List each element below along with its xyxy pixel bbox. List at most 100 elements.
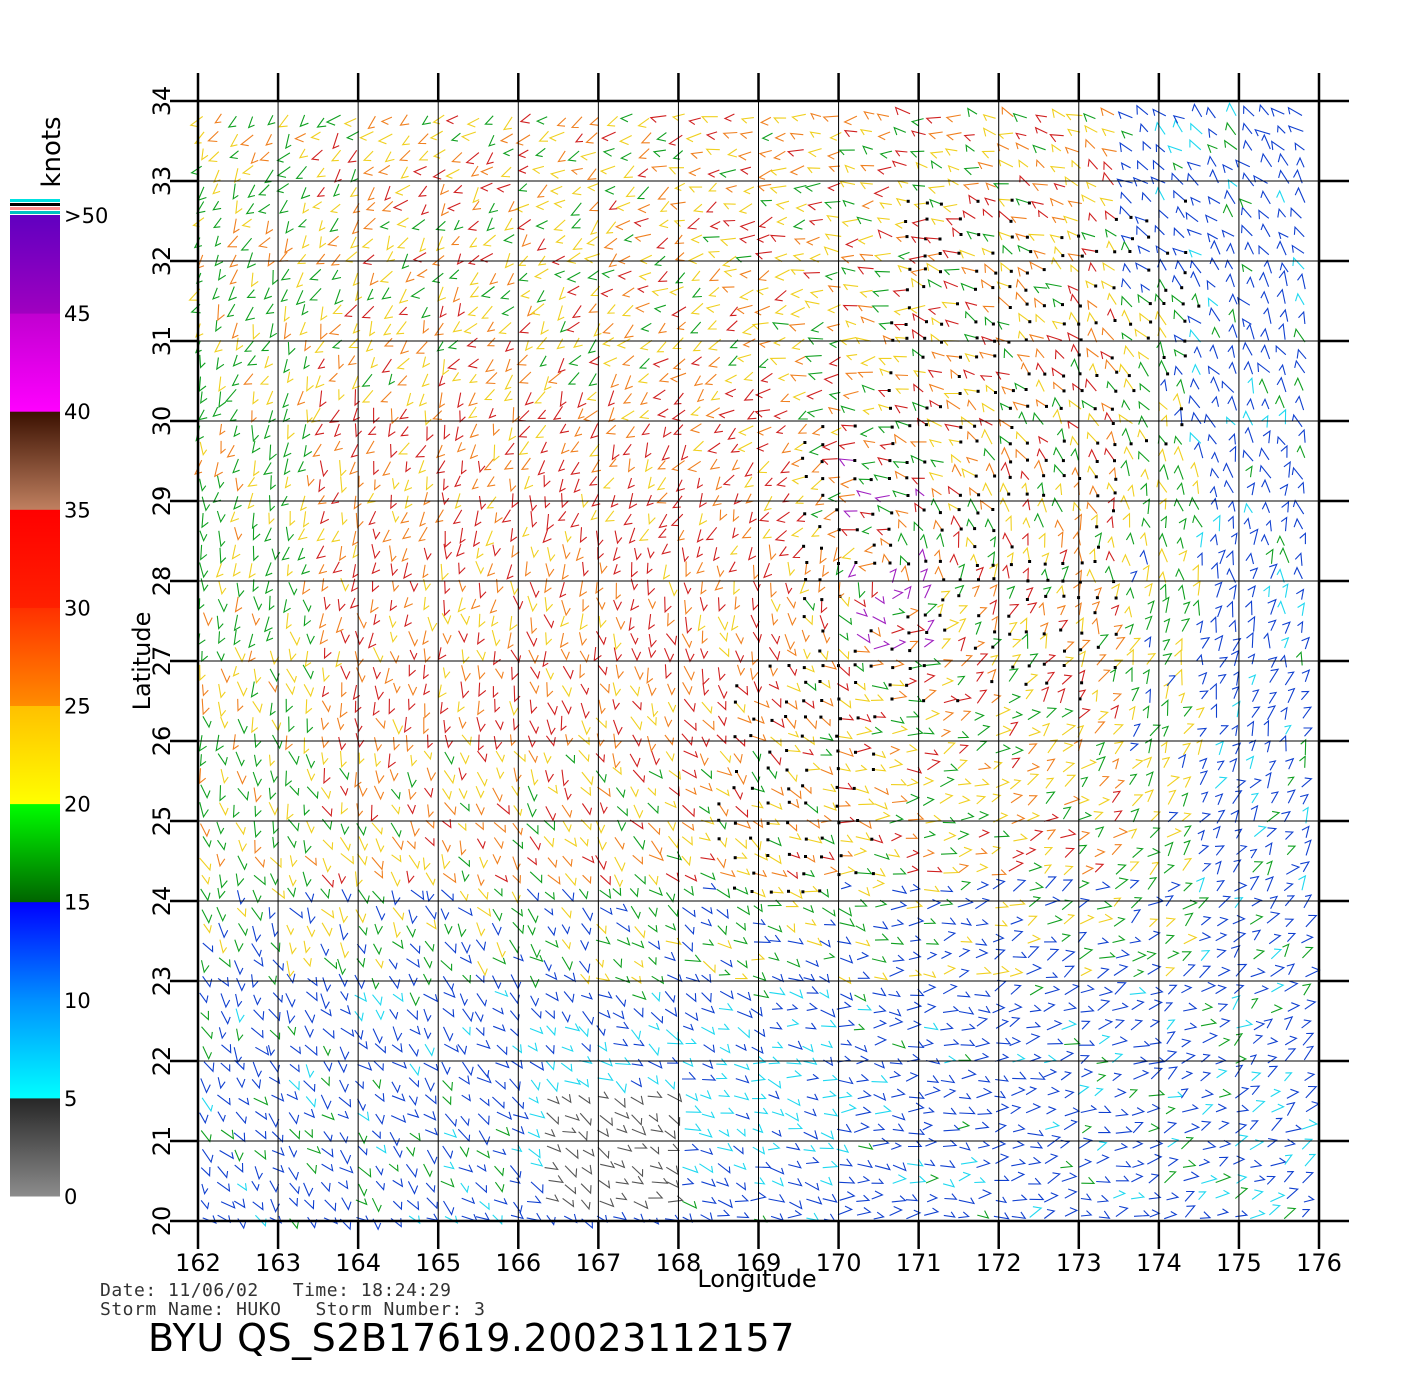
wind-barb (897, 532, 908, 546)
wind-barb (1112, 692, 1123, 702)
rain-flag (906, 494, 910, 497)
wind-barb (858, 887, 871, 897)
wind-barb (906, 793, 921, 804)
wind-barb (588, 373, 598, 387)
wind-barb (908, 255, 926, 264)
wind-barb (1063, 865, 1074, 876)
wind-barb (1196, 551, 1203, 566)
wind-barb (477, 1113, 490, 1126)
wind-barb (1209, 682, 1217, 700)
wind-barb (398, 306, 408, 316)
wind-barb (872, 879, 886, 889)
wind-barb (1115, 636, 1126, 650)
wind-barb (355, 512, 364, 529)
wind-barb (1079, 947, 1094, 960)
wind-barb (217, 1166, 229, 1179)
wind-barb (418, 460, 426, 474)
wind-barb (1139, 531, 1148, 546)
wind-barb (218, 580, 227, 596)
wind-barb (1032, 411, 1044, 425)
wind-barb (767, 925, 783, 933)
wind-barb (406, 1199, 420, 1211)
rain-flag (1114, 632, 1118, 636)
wind-barb (965, 456, 978, 464)
wind-barb (838, 614, 853, 626)
wind-barb (1243, 517, 1251, 530)
wind-barb (837, 782, 854, 790)
wind-barb (1242, 171, 1255, 187)
wind-barb (975, 1037, 991, 1048)
wind-barb (613, 633, 622, 651)
wind-barb (585, 132, 598, 144)
wind-barb (772, 150, 786, 161)
wind-barb (670, 513, 684, 527)
wind-barb (634, 1143, 648, 1149)
wind-barb (444, 1113, 457, 1128)
wind-barb (1006, 585, 1016, 599)
wind-barb (347, 355, 357, 366)
wind-barb (853, 1023, 866, 1031)
rain-flag (1025, 302, 1029, 306)
rain-flag (1025, 235, 1029, 239)
wind-barb (226, 444, 235, 458)
wind-barb (840, 254, 854, 264)
rain-flag (940, 528, 944, 532)
wind-barb (425, 905, 437, 921)
wind-barb (228, 286, 237, 302)
colorbar-band (10, 803, 60, 903)
wind-barb (371, 1197, 382, 1213)
wind-barb (595, 717, 607, 729)
wind-barb (787, 1210, 803, 1219)
wind-barb (405, 271, 415, 283)
wind-barb (1115, 1108, 1129, 1117)
wind-barb (998, 158, 1014, 168)
wind-barb (763, 563, 773, 579)
wind-barb (578, 734, 590, 746)
wind-barb (444, 531, 452, 549)
wind-barb (614, 856, 626, 873)
wind-barb (957, 675, 966, 686)
wind-barb (1270, 948, 1283, 960)
wind-barb (1247, 653, 1256, 665)
rain-flag (1095, 596, 1099, 600)
wind-barb (922, 1121, 934, 1131)
wind-barb (837, 1091, 853, 1099)
wind-barb (319, 236, 327, 249)
wind-barb (978, 1189, 993, 1200)
wind-barb (961, 812, 975, 821)
wind-barb (806, 986, 820, 994)
wind-barb (546, 1144, 562, 1153)
wind-barb (1064, 1188, 1078, 1199)
wind-barb (1203, 413, 1216, 428)
storm-name-label: Storm Name: (100, 1299, 225, 1320)
wind-barb (752, 785, 766, 793)
wind-barb (966, 230, 979, 240)
rain-flag (1096, 441, 1100, 445)
wind-barb (380, 116, 393, 125)
rain-flag (1025, 598, 1029, 601)
y-axis-label: Latitude (128, 612, 156, 711)
wind-barb (1226, 600, 1234, 618)
wind-barb (1052, 298, 1063, 308)
rain-flag (820, 460, 824, 464)
wind-barb (671, 409, 686, 422)
wind-barb (201, 513, 209, 529)
wind-barb (1112, 758, 1120, 770)
wind-barb (653, 304, 666, 313)
wind-barb (1022, 498, 1031, 511)
wind-barb (543, 475, 551, 488)
wind-barb (1215, 605, 1223, 618)
wind-barb (288, 751, 300, 766)
wind-barb (907, 727, 924, 737)
wind-barb (680, 444, 689, 461)
wind-barb (235, 1008, 245, 1024)
wind-barb (906, 766, 923, 774)
wind-barb (832, 547, 842, 562)
wind-barb (873, 1019, 888, 1029)
wind-barb (367, 632, 377, 649)
wind-barb (647, 683, 657, 697)
wind-barb (252, 324, 261, 341)
wind-barb (1042, 722, 1051, 737)
wind-barb (558, 286, 566, 301)
wind-barb (442, 1096, 452, 1106)
